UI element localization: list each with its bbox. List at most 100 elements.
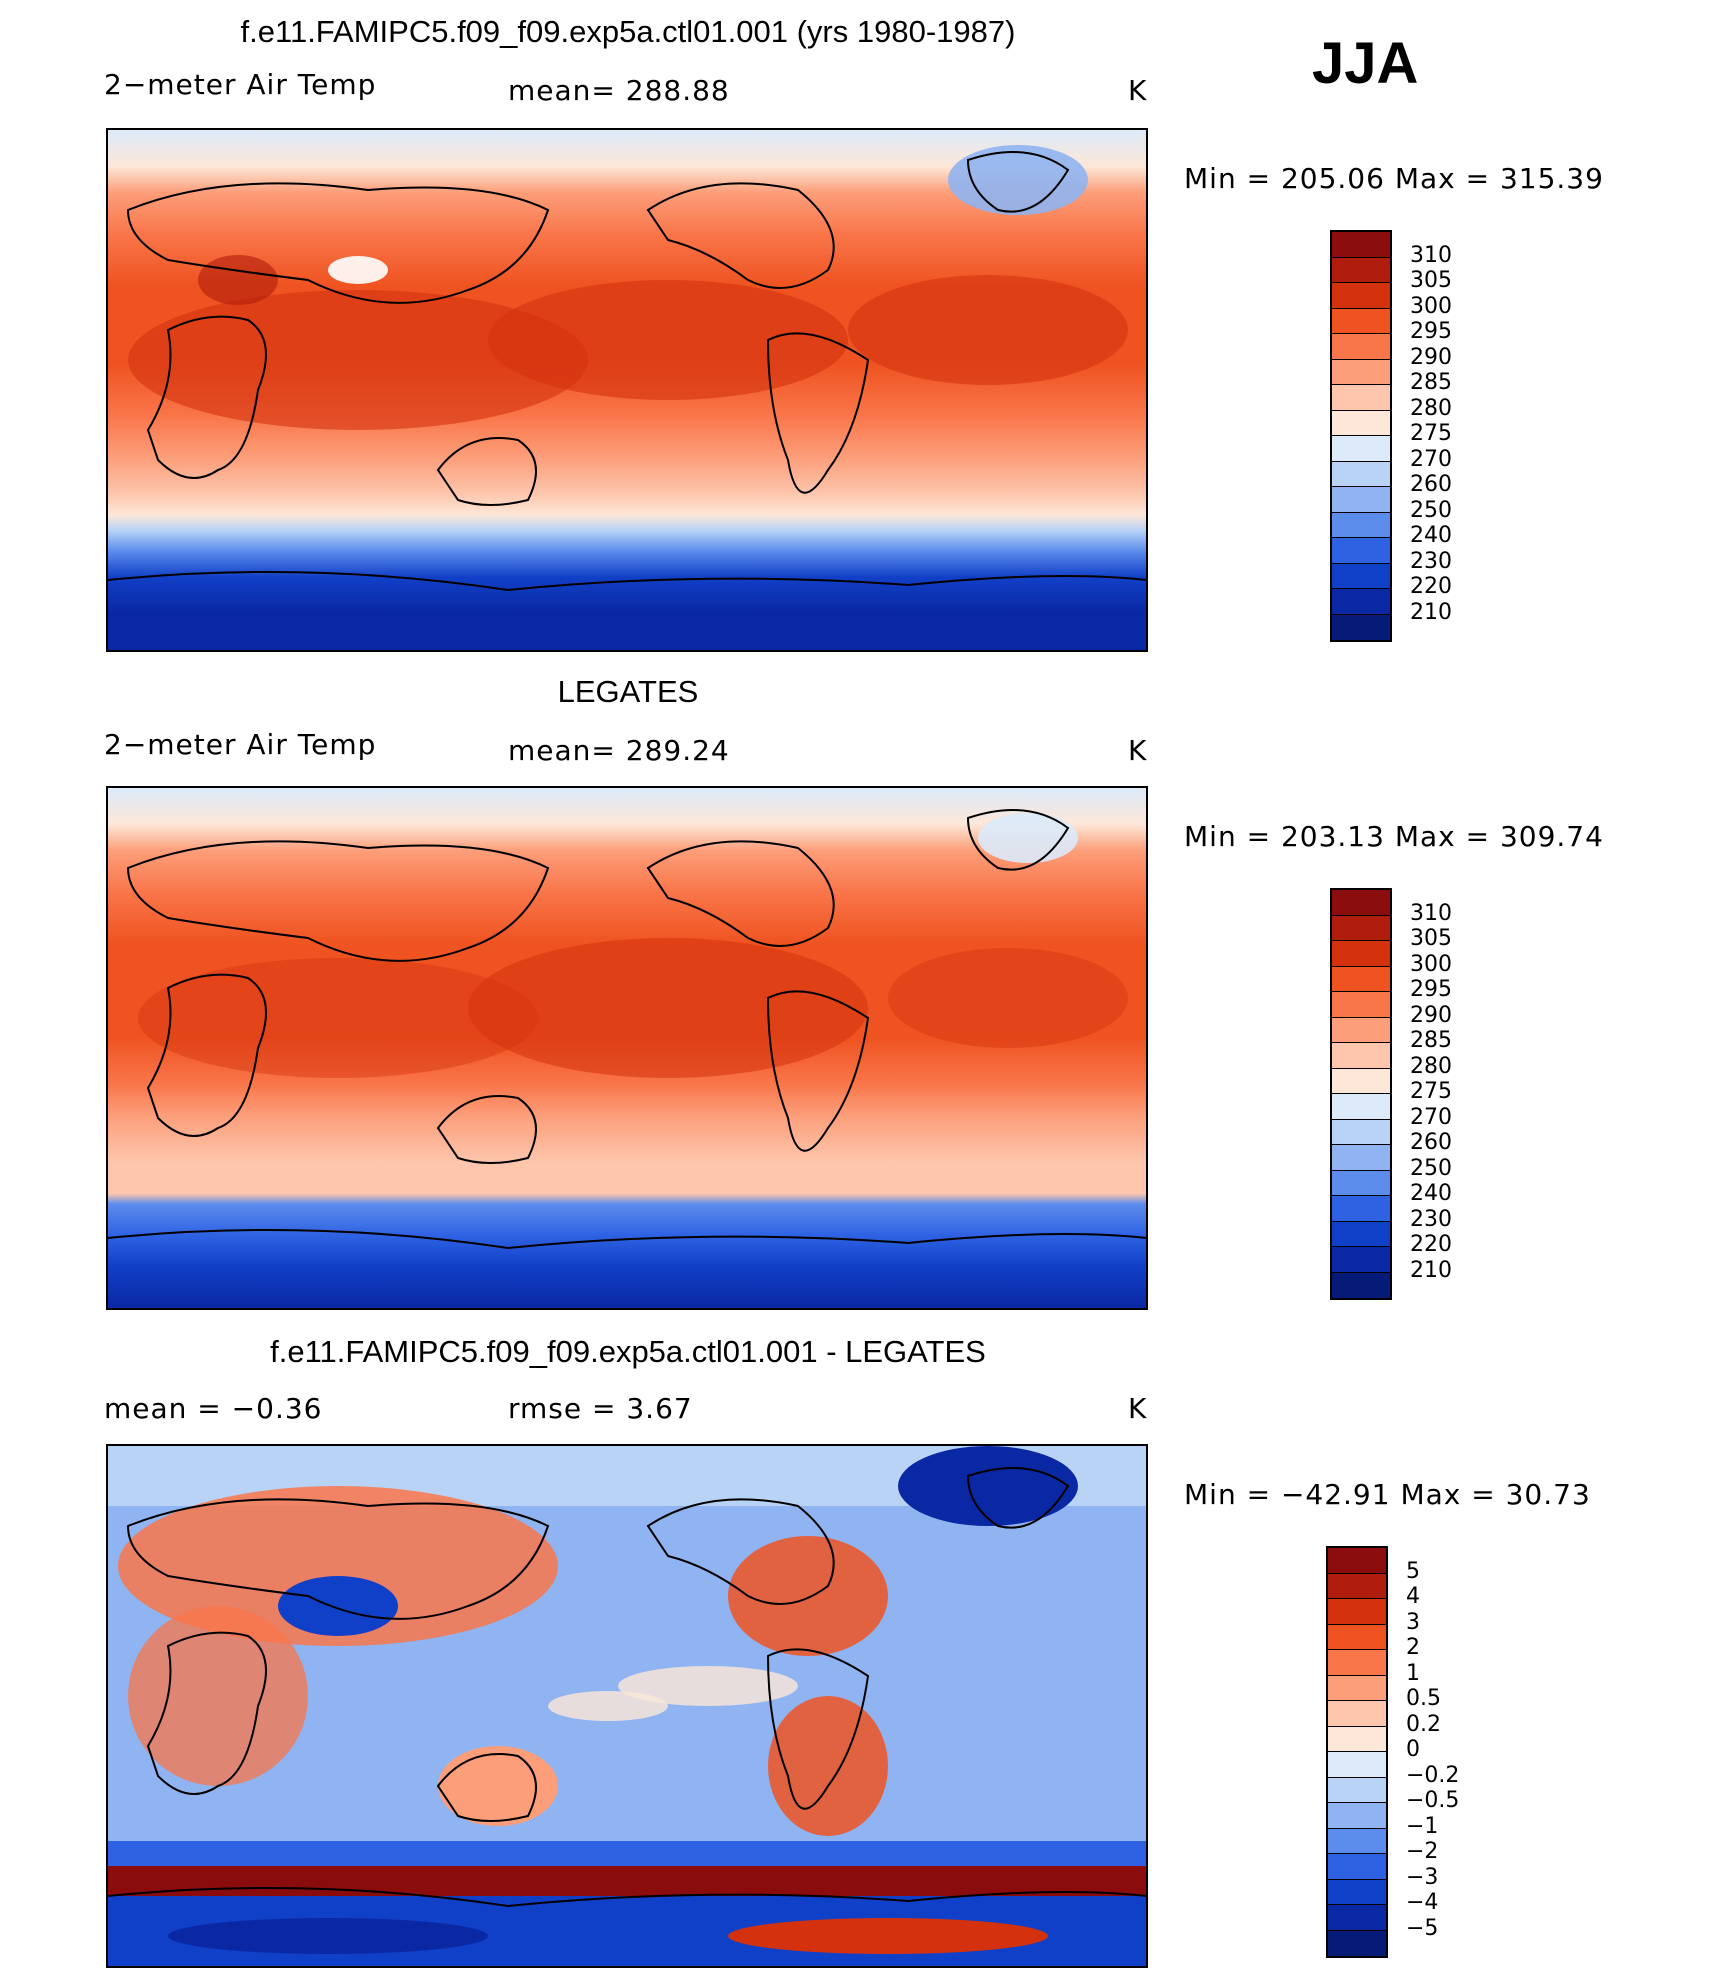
colorbar-segment bbox=[1328, 1752, 1386, 1778]
colorbar-segment bbox=[1332, 1145, 1390, 1171]
colorbar-tick-label: −4 bbox=[1406, 1890, 1439, 1915]
colorbar-tick-label: 275 bbox=[1410, 421, 1452, 446]
panel3-map-svg bbox=[108, 1446, 1146, 1966]
colorbar-segment bbox=[1332, 589, 1390, 615]
panel1-mean-label: mean= 288.88 bbox=[508, 74, 730, 107]
panel3-mean-label: mean = −0.36 bbox=[104, 1392, 323, 1425]
colorbar-tick-label: 285 bbox=[1410, 370, 1452, 395]
colorbar-tick-label: 305 bbox=[1410, 926, 1452, 951]
colorbar-segment bbox=[1328, 1854, 1386, 1880]
colorbar-segment bbox=[1328, 1726, 1386, 1752]
colorbar-tick-label: 305 bbox=[1410, 268, 1452, 293]
colorbar-tick-label: 290 bbox=[1410, 1002, 1452, 1028]
panel2-colorbar bbox=[1330, 888, 1392, 1300]
colorbar-segment bbox=[1332, 1247, 1390, 1273]
colorbar-tick-label: 300 bbox=[1410, 951, 1452, 977]
panel1-colorbar-labels: 310 305 300 295 290 285 280 275 270 260 250 240 230 2… bbox=[1410, 230, 1530, 642]
colorbar-segment bbox=[1332, 1119, 1390, 1145]
colorbar-segment bbox=[1332, 283, 1390, 309]
colorbar-segment bbox=[1332, 334, 1390, 360]
colorbar-segment bbox=[1332, 487, 1390, 513]
panel3-colorbar bbox=[1326, 1546, 1388, 1958]
panel1-map bbox=[106, 128, 1148, 652]
colorbar-segment bbox=[1332, 1068, 1390, 1094]
colorbar-tick-label: 240 bbox=[1410, 523, 1452, 548]
panel1-unit-label: K bbox=[1128, 74, 1148, 107]
colorbar-tick-label: 1 bbox=[1406, 1660, 1420, 1686]
colorbar-tick-label: −3 bbox=[1406, 1864, 1439, 1890]
colorbar-segment bbox=[1328, 1701, 1386, 1727]
colorbar-tick-label: 210 bbox=[1410, 599, 1452, 625]
panel1-colorbar bbox=[1330, 230, 1392, 642]
colorbar-tick-label: 260 bbox=[1410, 1130, 1452, 1155]
colorbar-tick-label: 290 bbox=[1410, 344, 1452, 370]
colorbar-tick-label: 250 bbox=[1410, 1155, 1452, 1181]
colorbar-segment bbox=[1332, 563, 1390, 589]
colorbar-segment bbox=[1332, 992, 1390, 1018]
colorbar-segment bbox=[1328, 1777, 1386, 1803]
colorbar-segment bbox=[1332, 512, 1390, 538]
colorbar-segment bbox=[1332, 1043, 1390, 1069]
panel2-map bbox=[106, 786, 1148, 1310]
panel3-minmax-label: Min = −42.91 Max = 30.73 bbox=[1184, 1478, 1591, 1511]
colorbar-tick-label: 5 bbox=[1406, 1558, 1420, 1584]
colorbar-tick-label: 4 bbox=[1406, 1584, 1420, 1609]
panel2-map-svg bbox=[108, 788, 1146, 1308]
colorbar-tick-label: 300 bbox=[1410, 293, 1452, 319]
colorbar-tick-label: −1 bbox=[1406, 1813, 1439, 1839]
colorbar-tick-label: 250 bbox=[1410, 497, 1452, 523]
colorbar-tick-label: 260 bbox=[1410, 472, 1452, 497]
colorbar-tick-label: 270 bbox=[1410, 1104, 1452, 1130]
panel2-title: LEGATES bbox=[557, 674, 699, 709]
colorbar-tick-label: −0.2 bbox=[1406, 1762, 1460, 1788]
colorbar-segment bbox=[1332, 1196, 1390, 1222]
colorbar-tick-label: 240 bbox=[1410, 1181, 1452, 1206]
panel1-title: f.e11.FAMIPC5.f09_f09.exp5a.ctl01.001 (y… bbox=[240, 14, 1016, 49]
colorbar-segment bbox=[1328, 1650, 1386, 1676]
colorbar-segment bbox=[1332, 614, 1390, 640]
colorbar-segment bbox=[1332, 359, 1390, 385]
panel2-minmax-label: Min = 203.13 Max = 309.74 bbox=[1184, 820, 1604, 853]
panel1-minmax-label: Min = 205.06 Max = 315.39 bbox=[1184, 162, 1604, 195]
colorbar-segment bbox=[1332, 941, 1390, 967]
panel2-colorbar-labels: 310 305 300 295 290 285 280 275 270 260 250 240 230 2… bbox=[1410, 888, 1530, 1300]
colorbar-segment bbox=[1328, 1624, 1386, 1650]
colorbar-tick-label: 295 bbox=[1410, 319, 1452, 344]
season-label: JJA bbox=[1312, 31, 1419, 96]
colorbar-tick-label: 285 bbox=[1410, 1028, 1452, 1053]
colorbar-segment bbox=[1328, 1573, 1386, 1599]
colorbar-tick-label: 0.5 bbox=[1406, 1686, 1441, 1711]
colorbar-segment bbox=[1332, 1170, 1390, 1196]
colorbar-tick-label: 310 bbox=[1410, 242, 1452, 268]
panel1-variable-label: 2−meter Air Temp bbox=[104, 68, 377, 101]
colorbar-tick-label: 280 bbox=[1410, 1053, 1452, 1079]
colorbar-segment bbox=[1332, 1017, 1390, 1043]
colorbar-tick-label: 2 bbox=[1406, 1635, 1420, 1660]
colorbar-segment bbox=[1328, 1548, 1386, 1574]
colorbar-segment bbox=[1332, 257, 1390, 283]
colorbar-tick-label: −2 bbox=[1406, 1839, 1439, 1864]
colorbar-segment bbox=[1332, 461, 1390, 487]
colorbar-segment bbox=[1332, 308, 1390, 334]
panel2-variable-label: 2−meter Air Temp bbox=[104, 728, 377, 761]
colorbar-tick-label: −5 bbox=[1406, 1915, 1439, 1941]
colorbar-tick-label: 3 bbox=[1406, 1609, 1420, 1635]
colorbar-tick-label: 270 bbox=[1410, 446, 1452, 472]
colorbar-segment bbox=[1328, 1905, 1386, 1931]
panel3-unit-label: K bbox=[1128, 1392, 1148, 1425]
colorbar-segment bbox=[1332, 1272, 1390, 1298]
panel3-colorbar-labels: 5 4 3 2 1 0.5 0.2 0 −0.2 −0.5 −1 −2 −3 −4 −5 bbox=[1406, 1546, 1526, 1958]
colorbar-segment bbox=[1332, 410, 1390, 436]
colorbar-segment bbox=[1332, 1094, 1390, 1120]
colorbar-segment bbox=[1328, 1930, 1386, 1956]
colorbar-segment bbox=[1328, 1675, 1386, 1701]
colorbar-tick-label: 230 bbox=[1410, 548, 1452, 574]
colorbar-tick-label: 210 bbox=[1410, 1257, 1452, 1283]
colorbar-tick-label: 295 bbox=[1410, 977, 1452, 1002]
panel1-map-svg bbox=[108, 130, 1146, 650]
colorbar-tick-label: 280 bbox=[1410, 395, 1452, 421]
colorbar-tick-label: 0.2 bbox=[1406, 1711, 1441, 1737]
panel2-unit-label: K bbox=[1128, 734, 1148, 767]
colorbar-tick-label: 275 bbox=[1410, 1079, 1452, 1104]
colorbar-segment bbox=[1332, 436, 1390, 462]
